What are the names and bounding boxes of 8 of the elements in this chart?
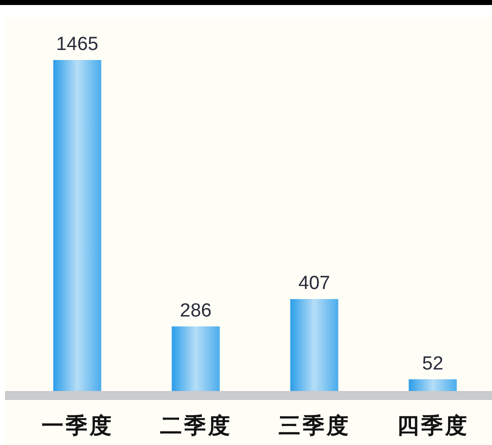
data-label: 407 [298,273,330,294]
x-tick-label: 一季度 [41,413,114,438]
x-tick-label: 三季度 [278,413,350,438]
x-tick-label: 四季度 [396,413,469,438]
x-tick-label: 二季度 [160,413,232,438]
data-label: 52 [422,353,444,374]
data-label: 1465 [56,34,98,55]
data-label: 286 [180,300,212,322]
